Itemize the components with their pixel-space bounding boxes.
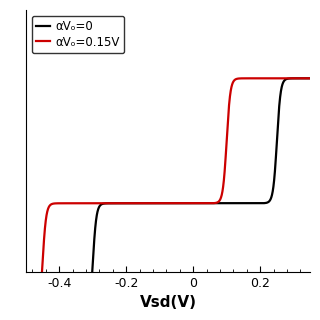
αVₒ=0.15V: [280, 76, 284, 80]
X-axis label: Vsd(V): Vsd(V): [140, 295, 196, 310]
αVₒ=0: [313, 76, 316, 80]
αVₒ=0.15V: [69, 201, 73, 205]
αVₒ=0: [318, 76, 320, 80]
αVₒ=0: [146, 201, 149, 205]
αVₒ=0.15V: [52, 202, 55, 205]
αVₒ=0: [280, 84, 284, 88]
Legend: αVₒ=0, αVₒ=0.15V: αVₒ=0, αVₒ=0.15V: [31, 15, 124, 53]
αVₒ=0.15V: [132, 201, 136, 205]
αVₒ=0: [132, 201, 136, 205]
αVₒ=0.15V: [318, 76, 320, 80]
αVₒ=0.15V: [146, 201, 149, 205]
Line: αVₒ=0.15V: αVₒ=0.15V: [19, 78, 320, 320]
αVₒ=0.15V: [295, 76, 299, 80]
Line: αVₒ=0: αVₒ=0: [19, 78, 320, 320]
αVₒ=0.15V: [313, 76, 316, 80]
